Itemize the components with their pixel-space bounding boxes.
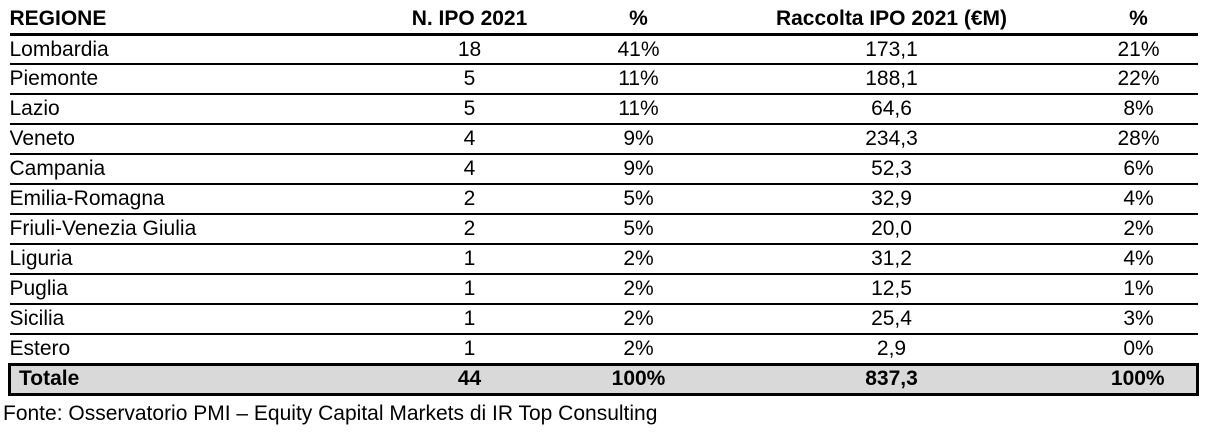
cell-raccolta: 12,5 [703,274,1080,305]
cell-pct-ipo: 2% [573,334,704,365]
cell-n-ipo: 1 [365,274,574,305]
cell-pct-ipo: 2% [573,304,704,335]
cell-region: Friuli-Venezia Giulia [9,214,366,245]
cell-n-ipo: 5 [365,94,574,125]
cell-raccolta: 25,4 [703,304,1080,335]
cell-pct-raccolta: 8% [1079,94,1198,125]
table-row: Puglia 1 2% 12,5 1% [9,274,1198,305]
cell-region: Veneto [9,124,366,155]
cell-pct-ipo: 9% [573,124,704,155]
cell-pct-raccolta: 0% [1079,334,1198,365]
column-header-raccolta: Raccolta IPO 2021 (€M) [703,4,1080,36]
cell-raccolta: 32,9 [703,184,1080,215]
ipo-by-region-table: REGIONE N. IPO 2021 % Raccolta IPO 2021 … [8,4,1199,396]
table-row: Sicilia 1 2% 25,4 3% [9,304,1198,335]
cell-region: Liguria [9,244,366,275]
cell-raccolta: 31,2 [703,244,1080,275]
column-header-pct-raccolta: % [1079,4,1198,36]
cell-n-ipo: 2 [365,214,574,245]
column-header-n-ipo: N. IPO 2021 [365,4,574,36]
cell-pct-ipo: 5% [573,184,704,215]
cell-pct-ipo: 2% [573,274,704,305]
cell-region: Campania [9,154,366,185]
table-row: Emilia-Romagna 2 5% 32,9 4% [9,184,1198,215]
total-label: Totale [8,362,366,396]
cell-n-ipo: 4 [365,124,574,155]
cell-raccolta: 188,1 [703,64,1080,95]
cell-pct-raccolta: 28% [1079,124,1198,155]
total-n-ipo: 44 [365,362,574,396]
cell-n-ipo: 1 [365,304,574,335]
table-row: Piemonte 5 11% 188,1 22% [9,64,1198,95]
table-header-row: REGIONE N. IPO 2021 % Raccolta IPO 2021 … [9,4,1198,36]
column-header-regione: REGIONE [9,4,366,36]
cell-pct-raccolta: 1% [1079,274,1198,305]
cell-pct-ipo: 11% [573,94,704,125]
cell-pct-ipo: 2% [573,244,704,275]
cell-pct-ipo: 9% [573,154,704,185]
table-row: Campania 4 9% 52,3 6% [9,154,1198,185]
table-row: Lazio 5 11% 64,6 8% [9,94,1198,125]
total-pct-ipo: 100% [573,362,704,396]
cell-pct-raccolta: 2% [1079,214,1198,245]
source-note: Fonte: Osservatorio PMI – Equity Capital… [3,401,658,425]
cell-n-ipo: 2 [365,184,574,215]
cell-region: Emilia-Romagna [9,184,366,215]
cell-raccolta: 173,1 [703,34,1080,65]
table-row: Lombardia 18 41% 173,1 21% [9,34,1198,65]
cell-raccolta: 234,3 [703,124,1080,155]
cell-pct-ipo: 11% [573,64,704,95]
cell-n-ipo: 1 [365,334,574,365]
cell-region: Estero [9,334,366,365]
table-row: Liguria 1 2% 31,2 4% [9,244,1198,275]
cell-region: Lazio [9,94,366,125]
table-row: Friuli-Venezia Giulia 2 5% 20,0 2% [9,214,1198,245]
total-pct-raccolta: 100% [1079,362,1199,396]
cell-raccolta: 2,9 [703,334,1080,365]
cell-pct-raccolta: 3% [1079,304,1198,335]
total-row: Totale 44 100% 837,3 100% [8,362,1199,396]
cell-raccolta: 64,6 [703,94,1080,125]
table-body: Lombardia 18 41% 173,1 21% Piemonte 5 11… [9,34,1198,365]
cell-n-ipo: 1 [365,244,574,275]
cell-raccolta: 52,3 [703,154,1080,185]
column-header-pct-ipo: % [573,4,704,36]
cell-pct-raccolta: 4% [1079,244,1198,275]
total-raccolta: 837,3 [703,362,1080,396]
cell-n-ipo: 5 [365,64,574,95]
cell-region: Piemonte [9,64,366,95]
cell-pct-raccolta: 22% [1079,64,1198,95]
cell-pct-raccolta: 6% [1079,154,1198,185]
cell-raccolta: 20,0 [703,214,1080,245]
cell-region: Puglia [9,274,366,305]
cell-region: Sicilia [9,304,366,335]
table-row: Estero 1 2% 2,9 0% [9,334,1198,365]
cell-n-ipo: 4 [365,154,574,185]
table-row: Veneto 4 9% 234,3 28% [9,124,1198,155]
cell-region: Lombardia [9,34,366,65]
cell-n-ipo: 18 [365,34,574,65]
cell-pct-raccolta: 21% [1079,34,1198,65]
cell-pct-raccolta: 4% [1079,184,1198,215]
cell-pct-ipo: 5% [573,214,704,245]
cell-pct-ipo: 41% [573,34,704,65]
